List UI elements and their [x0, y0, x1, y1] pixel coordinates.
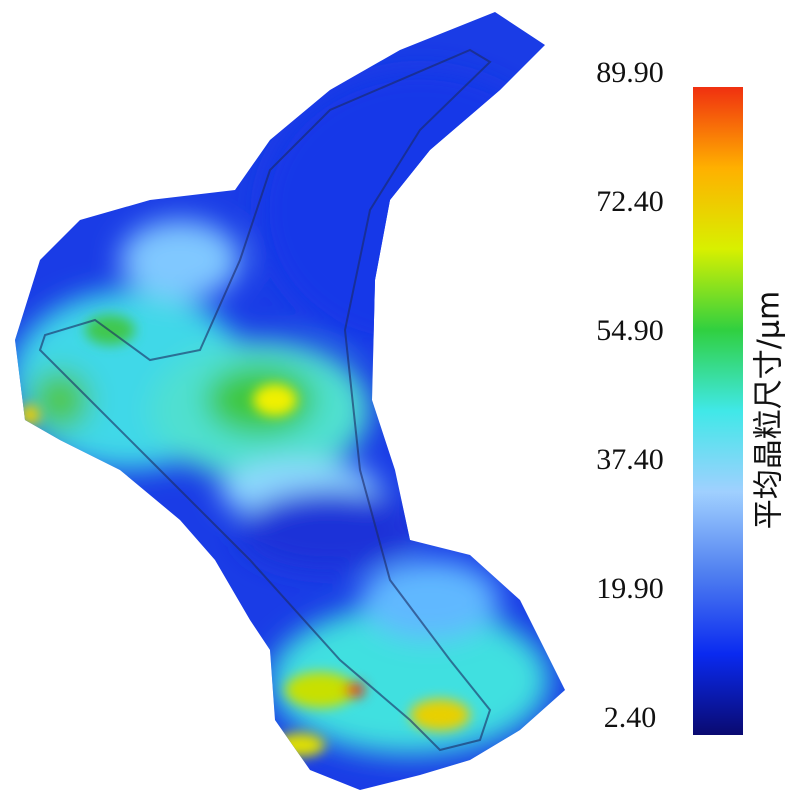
colorbar-tick-label: 19.90 [596, 572, 664, 605]
colorbar-tick-label: 89.90 [596, 56, 664, 89]
colorbar [693, 87, 743, 735]
profile-outline [38, 48, 492, 752]
colorbar-tick-label: 72.40 [596, 185, 664, 218]
colorbar-tick-label: 2.40 [604, 701, 657, 734]
colorbar-tick-label: 54.90 [596, 314, 664, 347]
colorbar-label: 平均晶粒尺寸/μm [752, 291, 787, 529]
colorbar-tick-label: 37.40 [596, 443, 664, 476]
